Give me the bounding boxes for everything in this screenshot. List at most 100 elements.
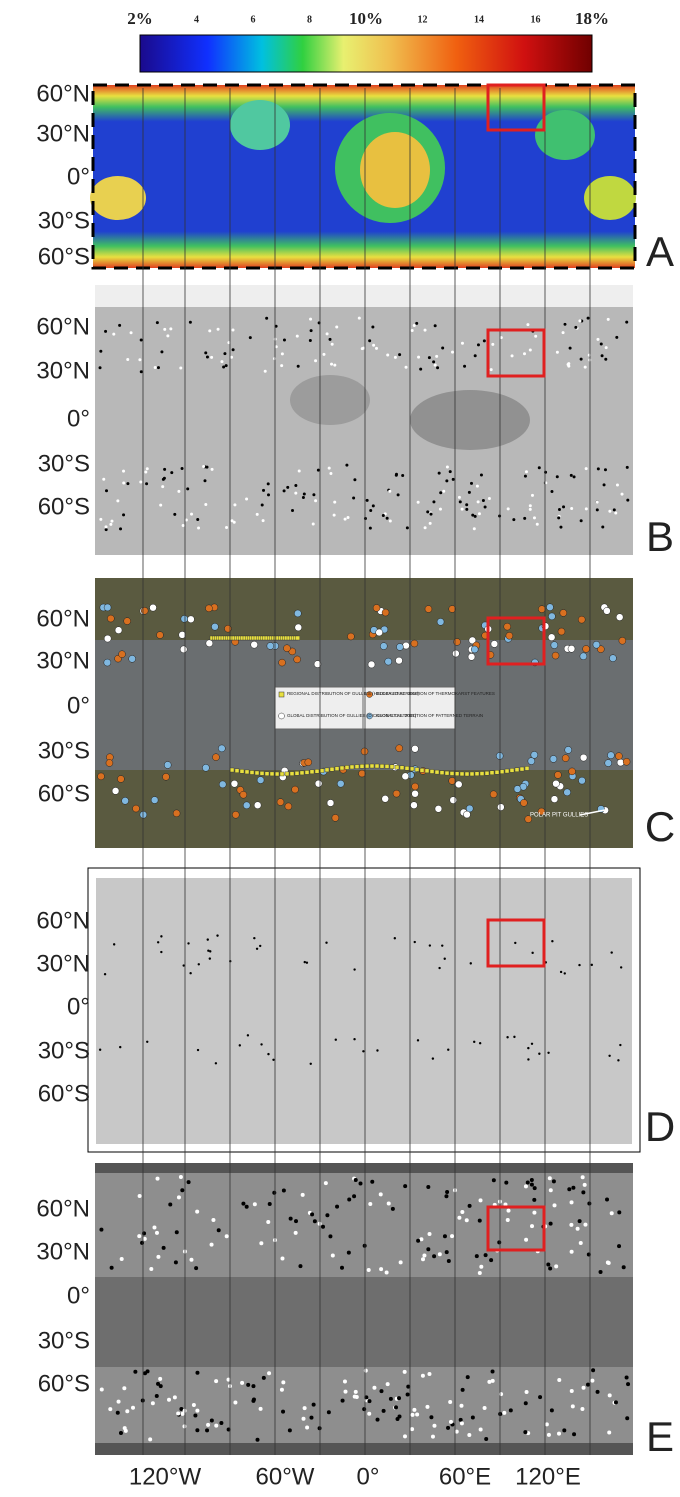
dot — [129, 655, 136, 662]
dot — [189, 1258, 193, 1262]
dot — [466, 1375, 470, 1379]
dot — [115, 627, 122, 634]
dot — [367, 1399, 371, 1403]
dot — [146, 467, 149, 470]
dot — [352, 497, 355, 500]
dot — [195, 1371, 199, 1375]
dot — [412, 783, 419, 790]
dot — [283, 338, 286, 341]
dot — [556, 351, 559, 354]
legend-text: GLOBAL DISTRIBUTION OF PATTERNED TERRAIN — [376, 713, 483, 718]
lat-label: 60°N — [36, 80, 90, 107]
dot — [305, 1426, 309, 1430]
dot — [455, 772, 459, 776]
region — [95, 1277, 633, 1367]
dot — [240, 769, 244, 773]
lat-label: 0° — [67, 1282, 90, 1309]
dot — [262, 519, 265, 522]
dot — [380, 764, 384, 768]
dot — [604, 468, 607, 471]
dot — [526, 323, 529, 326]
dot — [397, 1396, 401, 1400]
dot — [524, 1401, 528, 1405]
lat-label: 60°S — [38, 1080, 90, 1107]
dot — [140, 338, 143, 341]
dot — [574, 326, 577, 329]
dot — [239, 1044, 241, 1046]
dot — [546, 604, 553, 611]
dot — [452, 478, 455, 481]
dot — [475, 1254, 479, 1258]
dot — [119, 651, 126, 658]
dot — [601, 526, 604, 529]
dot — [506, 1036, 508, 1038]
dot — [450, 1234, 454, 1238]
dot — [325, 941, 327, 943]
dot — [438, 472, 441, 475]
dot — [105, 528, 108, 531]
dot — [460, 772, 464, 776]
region — [95, 1163, 633, 1173]
dot — [471, 646, 478, 653]
dot — [283, 645, 290, 652]
dot — [138, 358, 141, 361]
dot — [386, 517, 389, 520]
dot — [605, 1198, 609, 1202]
dot — [206, 356, 209, 359]
dot — [197, 526, 200, 529]
dot — [125, 1409, 129, 1413]
dot — [476, 485, 479, 488]
dot — [477, 500, 480, 503]
dot — [285, 772, 289, 776]
dot — [368, 661, 375, 668]
dot — [203, 479, 206, 482]
dot — [220, 360, 223, 363]
dot — [183, 1409, 187, 1413]
dot — [596, 501, 599, 504]
dot — [586, 1383, 590, 1387]
dot — [578, 319, 581, 322]
dot — [195, 1409, 199, 1413]
dot — [515, 768, 519, 772]
dot — [523, 517, 526, 520]
dot — [583, 1223, 587, 1227]
dot — [358, 317, 361, 320]
dot — [182, 964, 184, 966]
dot — [562, 331, 565, 334]
dot — [557, 1378, 561, 1382]
dot — [294, 1219, 298, 1223]
dot — [492, 1178, 496, 1182]
dot — [215, 1062, 217, 1064]
dot — [179, 1175, 183, 1179]
dot — [386, 353, 389, 356]
dot — [394, 1405, 398, 1409]
dot — [155, 1231, 159, 1235]
dot — [126, 482, 129, 485]
dot — [470, 772, 474, 776]
dot — [265, 317, 268, 320]
lat-label: 60°N — [36, 907, 90, 934]
dot — [232, 811, 239, 818]
dot — [328, 1234, 332, 1238]
dot — [206, 1423, 210, 1427]
dot — [461, 342, 464, 345]
dot — [205, 605, 212, 612]
dot — [445, 479, 448, 482]
dot — [382, 514, 385, 517]
dot — [151, 797, 158, 804]
dot — [219, 781, 226, 788]
dot — [150, 604, 157, 611]
dot — [300, 771, 304, 775]
dot — [117, 1400, 121, 1404]
dot — [608, 1055, 610, 1057]
dot — [335, 1039, 337, 1041]
dot — [417, 1039, 419, 1041]
dot — [98, 773, 105, 780]
dot — [507, 1209, 511, 1213]
dot — [578, 777, 585, 784]
dot — [190, 513, 193, 516]
dot — [614, 1400, 618, 1404]
dot — [375, 764, 379, 768]
dot — [289, 1217, 293, 1221]
dot — [382, 795, 389, 802]
